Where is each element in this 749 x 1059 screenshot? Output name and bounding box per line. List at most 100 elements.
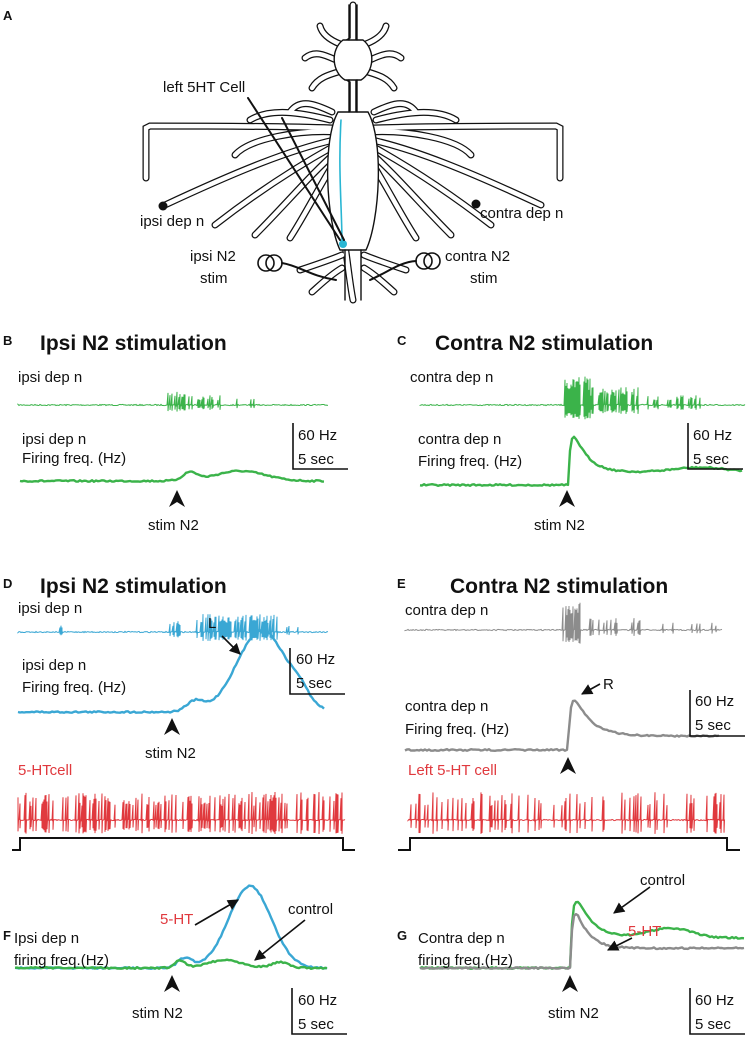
panel-label: A bbox=[3, 8, 13, 23]
nerve-recording bbox=[17, 614, 329, 641]
pointer-arrow bbox=[613, 886, 651, 914]
label: control bbox=[288, 901, 333, 918]
scale-bar bbox=[292, 423, 348, 470]
stim-arrowhead bbox=[164, 975, 180, 992]
stim-arrowhead bbox=[560, 757, 576, 774]
firing-frequency bbox=[19, 469, 325, 483]
label: 5-HT bbox=[160, 911, 193, 928]
label: Contra dep n bbox=[418, 930, 505, 947]
label: contra dep n bbox=[405, 602, 488, 619]
label: ipsi N2 bbox=[190, 248, 236, 265]
pointer-arrow bbox=[194, 899, 239, 926]
label: stim N2 bbox=[148, 517, 199, 534]
nerve bbox=[309, 69, 341, 91]
cell-recording bbox=[407, 792, 726, 834]
label: control bbox=[640, 872, 685, 889]
nerve bbox=[371, 101, 419, 115]
panel-title: Ipsi N2 stimulation bbox=[40, 575, 227, 598]
nerve bbox=[143, 123, 335, 181]
label: ipsi dep n bbox=[18, 600, 82, 617]
firing-frequency-5ht bbox=[419, 912, 745, 970]
label: 5 sec bbox=[695, 717, 731, 734]
panel-label: E bbox=[397, 576, 406, 591]
nerve-recording bbox=[404, 602, 723, 644]
label: contra dep n bbox=[418, 431, 501, 448]
stim-arrowhead bbox=[562, 975, 578, 992]
stim-step bbox=[12, 837, 355, 851]
nerve bbox=[212, 143, 337, 228]
label: Ipsi dep n bbox=[14, 930, 79, 947]
ganglion-drawing bbox=[142, 1, 564, 304]
label: 5 sec bbox=[296, 675, 332, 692]
label: stim N2 bbox=[548, 1005, 599, 1022]
panel-title: Ipsi N2 stimulation bbox=[40, 332, 227, 355]
label: stim N2 bbox=[534, 517, 585, 534]
nerve bbox=[367, 51, 404, 63]
label: 60 Hz bbox=[693, 427, 732, 444]
firing-frequency bbox=[17, 628, 325, 714]
scale-bar bbox=[289, 648, 345, 695]
label: 5 sec bbox=[298, 451, 334, 468]
nerve-recording bbox=[419, 376, 746, 420]
label: ipsi dep n bbox=[22, 431, 86, 448]
label: 5 sec bbox=[298, 1016, 334, 1033]
label: firing freq.(Hz) bbox=[14, 952, 109, 969]
label: Left 5-HT cell bbox=[408, 762, 497, 779]
label: contra dep n bbox=[405, 698, 488, 715]
label: 60 Hz bbox=[296, 651, 335, 668]
panel-title: Contra N2 stimulation bbox=[450, 575, 668, 598]
nerve bbox=[317, 23, 343, 47]
scale-bar bbox=[291, 988, 347, 1035]
label: stim bbox=[470, 270, 498, 287]
nerve bbox=[302, 51, 339, 63]
nerve-end bbox=[158, 201, 168, 211]
label: Firing freq. (Hz) bbox=[22, 450, 126, 467]
nerve bbox=[247, 110, 333, 123]
panel-label: D bbox=[3, 576, 12, 591]
nerve bbox=[361, 252, 409, 273]
panel-label: F bbox=[3, 928, 11, 943]
cell-5ht bbox=[339, 240, 347, 248]
label: 60 Hz bbox=[695, 992, 734, 1009]
nerve bbox=[371, 123, 563, 181]
panel-title: Contra N2 stimulation bbox=[435, 332, 653, 355]
label: 60 Hz bbox=[298, 427, 337, 444]
nerve bbox=[361, 265, 397, 295]
label: Firing freq. (Hz) bbox=[405, 721, 509, 738]
pointer-arrow bbox=[581, 683, 601, 695]
label: contra N2 bbox=[445, 248, 510, 265]
label: L bbox=[208, 615, 216, 632]
scale-bar bbox=[689, 988, 745, 1035]
stim-arrowhead bbox=[559, 490, 575, 507]
nerve bbox=[232, 129, 339, 158]
stim-electrode bbox=[423, 252, 441, 270]
pointer bbox=[247, 97, 341, 241]
label: ipsi dep n bbox=[18, 369, 82, 386]
stim-arrowhead bbox=[169, 490, 185, 507]
pointer-arrow bbox=[254, 919, 306, 961]
label: Firing freq. (Hz) bbox=[418, 453, 522, 470]
label: 5-HT bbox=[628, 923, 661, 940]
panel-label: C bbox=[397, 333, 407, 348]
label: contra dep n bbox=[480, 205, 563, 222]
nerve bbox=[373, 110, 459, 123]
electrode-lead bbox=[281, 260, 417, 281]
scale-bar bbox=[689, 690, 745, 737]
stim-electrode bbox=[257, 254, 275, 272]
panel-label: G bbox=[397, 928, 407, 943]
scale-bar bbox=[687, 423, 743, 470]
nerve bbox=[369, 143, 494, 228]
label: 5 sec bbox=[693, 451, 729, 468]
nerve bbox=[365, 69, 397, 91]
stim-arrowhead bbox=[164, 718, 180, 735]
label: ipsi dep n bbox=[22, 657, 86, 674]
connective bbox=[344, 4, 362, 301]
nerve bbox=[287, 101, 335, 115]
cell-axon bbox=[339, 119, 343, 245]
cell-recording bbox=[17, 792, 346, 834]
firing-frequency bbox=[404, 699, 720, 752]
nerve-recording bbox=[17, 391, 329, 412]
pointer bbox=[281, 117, 345, 241]
